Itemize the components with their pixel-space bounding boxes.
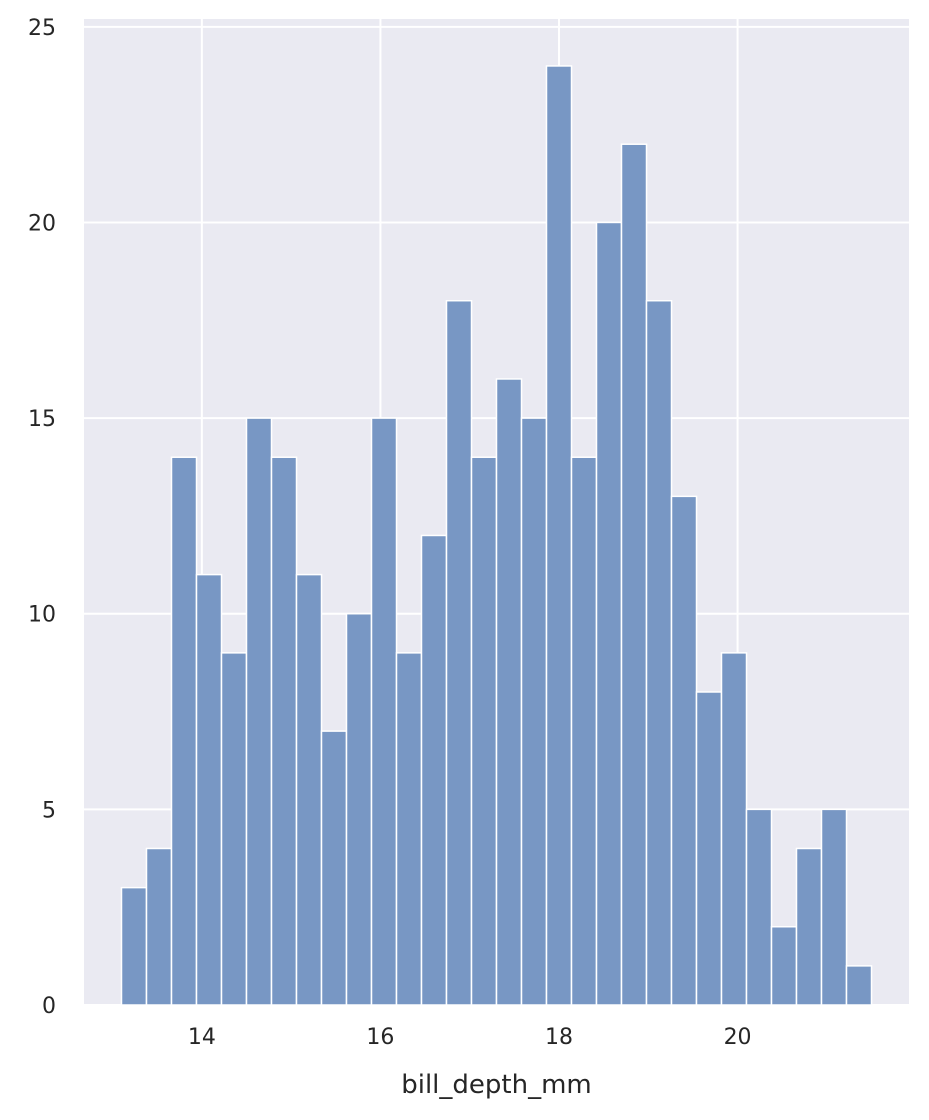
histogram-bar [770, 925, 798, 1006]
histogram-bar [295, 573, 323, 1006]
y-tick-label: 20 [28, 211, 56, 236]
histogram-bar [570, 456, 598, 1006]
histogram-bar [845, 965, 873, 1006]
histogram-bar [195, 573, 223, 1006]
histogram-bar [545, 65, 573, 1006]
histogram-bar [795, 847, 823, 1006]
histogram-bar [745, 808, 773, 1006]
x-tick-label: 16 [366, 1025, 394, 1050]
bars [120, 65, 873, 1006]
histogram-bar [120, 886, 148, 1006]
histogram-bar [370, 417, 398, 1006]
histogram-bar [695, 691, 723, 1006]
histogram-bar [720, 652, 748, 1006]
histogram-bar [245, 417, 273, 1006]
y-tick-label: 10 [28, 603, 56, 628]
histogram-bar [145, 847, 173, 1006]
histogram-bar [345, 612, 373, 1006]
histogram-bar [470, 456, 498, 1006]
histogram-bar [170, 456, 198, 1006]
histogram-bar [645, 299, 673, 1006]
histogram-bar [595, 221, 623, 1006]
x-tick-label: 18 [545, 1025, 573, 1050]
histogram-bar [670, 495, 698, 1006]
x-axis-label: bill_depth_mm [401, 1070, 592, 1100]
histogram-bar [495, 378, 523, 1006]
histogram-bar [220, 652, 248, 1006]
histogram-bar [320, 730, 348, 1006]
histogram-bar [520, 417, 548, 1006]
histogram-bar [445, 299, 473, 1006]
x-tick-labels: 14 16 18 20 [188, 1025, 752, 1050]
x-tick-label: 14 [188, 1025, 216, 1050]
y-tick-label: 25 [28, 16, 56, 41]
x-tick-label: 20 [724, 1025, 752, 1050]
histogram-bar [620, 143, 648, 1006]
histogram-bar [270, 456, 298, 1006]
histogram-bar [820, 808, 848, 1006]
y-tick-label: 15 [28, 407, 56, 432]
y-tick-label: 0 [42, 994, 56, 1019]
histogram-bar [420, 534, 448, 1006]
y-tick-labels: 0 5 10 15 20 25 [28, 16, 56, 1019]
histogram-bar [395, 652, 423, 1006]
y-tick-label: 5 [42, 798, 56, 823]
